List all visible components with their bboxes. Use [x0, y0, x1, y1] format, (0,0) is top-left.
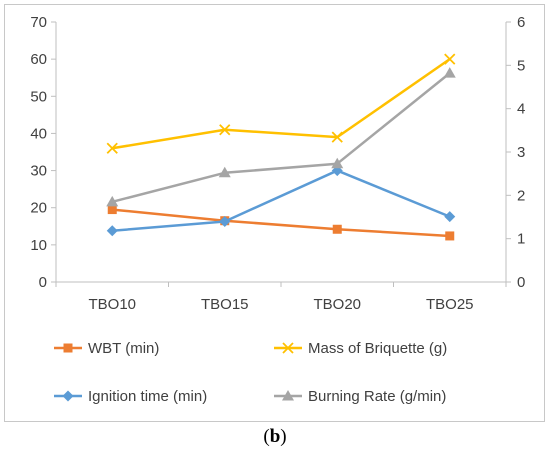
series-line-mass-of-briquette-g [112, 58, 451, 150]
series-line-wbt-min [112, 208, 450, 238]
legend-marker-mass-of-briquette-g [282, 342, 294, 354]
line-chart: 0 10 20 30 40 50 60 70 0 1 2 3 4 5 6 TBO10 TBO15 TBO20 TBO… [30, 14, 525, 405]
x-tick-label: TBO20 [313, 296, 361, 313]
data-point-mass-of-briquette-g [444, 53, 456, 65]
y-left-tick-label: 50 [30, 88, 47, 105]
y-right-tick-label: 2 [517, 187, 525, 204]
y-left-tick-label: 40 [30, 125, 47, 142]
x-tick-label: TBO25 [426, 296, 474, 313]
y-left-tick-label: 30 [30, 163, 47, 180]
data-point-burning-rate-g-min [106, 195, 119, 207]
data-point-burning-rate-g-min [331, 157, 344, 169]
series-line-burning-rate-g-min [111, 72, 451, 204]
data-point-ignition-time-min [106, 225, 118, 237]
y-left-tick-label: 70 [30, 14, 47, 31]
series-line-ignition-time-min [112, 169, 451, 232]
legend-marker-burning-rate-g-min [282, 390, 294, 401]
caption-letter: b [269, 426, 281, 447]
legend-marker-wbt-min [63, 343, 73, 353]
caption-close-paren: ) [280, 426, 287, 447]
legend-label-wbt-min: WBT (min) [88, 340, 159, 357]
y-right-tick-label: 6 [517, 14, 525, 31]
y-right-tick-label: 0 [517, 274, 525, 291]
y-left-tick-label: 60 [30, 51, 47, 68]
data-point-wbt-min [107, 205, 117, 215]
x-tick-label: TBO10 [88, 296, 136, 313]
figure-caption: (b) [0, 426, 550, 448]
data-point-ignition-time-min [444, 211, 456, 223]
data-point-burning-rate-g-min [443, 67, 456, 78]
y-left-tick-label: 20 [30, 200, 47, 217]
caption-open-paren: ( [263, 426, 270, 447]
y-right-tick-label: 1 [517, 231, 525, 248]
x-tick-label: TBO15 [201, 296, 249, 313]
y-right-tick-label: 4 [517, 101, 525, 118]
legend-label-burning-rate-g-min: Burning Rate (g/min) [308, 388, 446, 405]
y-left-tick-label: 10 [30, 237, 47, 254]
data-point-wbt-min [445, 231, 455, 241]
y-right-tick-label: 3 [517, 144, 525, 161]
data-point-mass-of-briquette-g [219, 124, 231, 136]
chart-frame [4, 4, 545, 422]
data-point-ignition-time-min [219, 215, 231, 227]
data-point-wbt-min [332, 224, 342, 234]
data-point-mass-of-briquette-g [331, 131, 343, 143]
legend-marker-ignition-time-min [62, 390, 74, 402]
legend-label-mass-of-briquette-g: Mass of Briquette (g) [308, 340, 447, 357]
y-right-tick-label: 5 [517, 57, 525, 74]
data-point-burning-rate-g-min [218, 166, 231, 178]
legend-label-ignition-time-min: Ignition time (min) [88, 388, 207, 405]
data-point-mass-of-briquette-g [106, 142, 118, 154]
y-left-tick-label: 0 [39, 274, 47, 291]
